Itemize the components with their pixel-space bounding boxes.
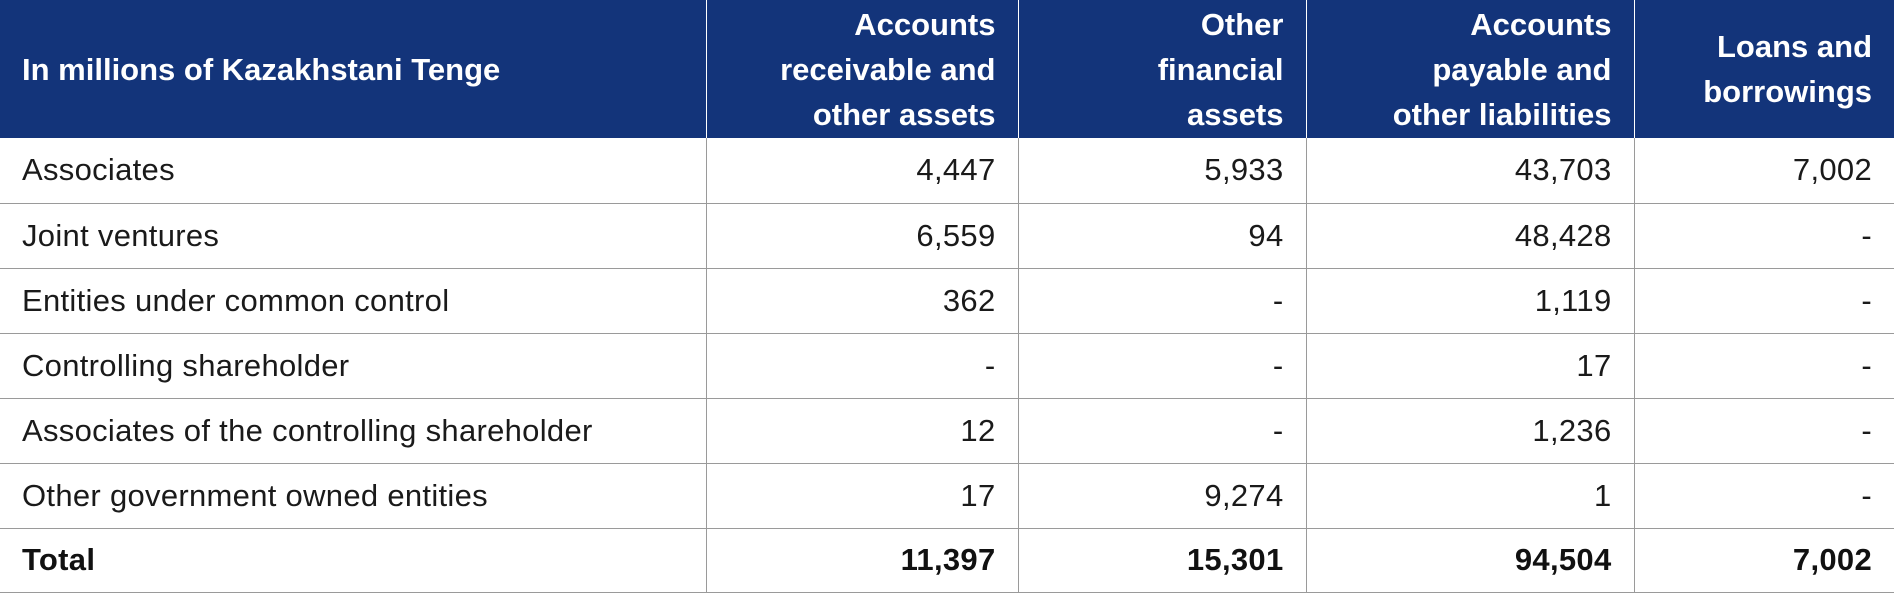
cell-value: - [1633, 333, 1894, 399]
header-line: assets [1186, 96, 1284, 132]
cell-value: - [1017, 268, 1306, 334]
header-label: In millions of Kazakhstani Tenge [0, 0, 706, 138]
cell-value: 17 [705, 463, 1018, 529]
cell-value: 7,002 [1633, 138, 1894, 204]
cell-value: 9,274 [1017, 463, 1306, 529]
table-header: In millions of Kazakhstani Tenge Account… [0, 0, 1894, 138]
cell-value: 6,559 [705, 203, 1018, 269]
row-label: Other government owned entities [0, 463, 706, 529]
cell-value: - [1633, 268, 1894, 334]
row-label: Joint ventures [0, 203, 706, 269]
header-line: payable and [1432, 51, 1612, 87]
table-row: Controlling shareholder - - 17 - [0, 333, 1894, 399]
header-line: borrowings [1703, 74, 1872, 109]
header-loans-and-borrowings: Loans and borrowings [1633, 0, 1894, 138]
row-label: Controlling shareholder [0, 333, 706, 399]
table-row: Entities under common control 362 - 1,11… [0, 268, 1894, 334]
cell-value: 1,236 [1305, 398, 1634, 464]
table-row: Associates 4,447 5,933 43,703 7,002 [0, 138, 1894, 204]
header-line: Other [1200, 6, 1284, 42]
cell-value: 5,933 [1017, 138, 1306, 204]
table-row: Associates of the controlling shareholde… [0, 398, 1894, 464]
cell-value: 12 [705, 398, 1018, 464]
row-label: Associates of the controlling shareholde… [0, 398, 706, 464]
header-line: other assets [812, 96, 996, 132]
total-label: Total [0, 528, 706, 593]
cell-value: 48,428 [1305, 203, 1634, 269]
row-label: Entities under common control [0, 268, 706, 334]
cell-value: 1,119 [1305, 268, 1634, 334]
header-line: financial [1157, 51, 1284, 87]
total-value: 7,002 [1633, 528, 1894, 593]
header-other-financial-assets: Other financial assets [1017, 0, 1306, 138]
total-value: 15,301 [1017, 528, 1306, 593]
cell-value: - [1017, 333, 1306, 399]
cell-value: - [1017, 398, 1306, 464]
total-value: 94,504 [1305, 528, 1634, 593]
header-line: Loans and [1716, 29, 1872, 64]
total-row: Total 11,397 15,301 94,504 7,002 [0, 528, 1894, 593]
cell-value: 362 [705, 268, 1018, 334]
cell-value: - [1633, 203, 1894, 269]
cell-value: 43,703 [1305, 138, 1634, 204]
cell-value: 1 [1305, 463, 1634, 529]
cell-value: - [1633, 463, 1894, 529]
cell-value: 4,447 [705, 138, 1018, 204]
table-body: Associates 4,447 5,933 43,703 7,002 Join… [0, 138, 1894, 593]
header-line: Accounts [854, 6, 996, 42]
header-row: In millions of Kazakhstani Tenge Account… [0, 0, 1894, 138]
header-line: Accounts [1470, 6, 1612, 42]
table-row: Other government owned entities 17 9,274… [0, 463, 1894, 529]
total-value: 11,397 [705, 528, 1018, 593]
header-accounts-receivable: Accounts receivable and other assets [705, 0, 1018, 138]
header-line: other liabilities [1392, 96, 1612, 132]
cell-value: - [705, 333, 1018, 399]
table-row: Joint ventures 6,559 94 48,428 - [0, 203, 1894, 269]
row-label: Associates [0, 138, 706, 204]
cell-value: 94 [1017, 203, 1306, 269]
cell-value: 17 [1305, 333, 1634, 399]
header-line: receivable and [780, 51, 996, 87]
header-accounts-payable: Accounts payable and other liabilities [1305, 0, 1634, 138]
cell-value: - [1633, 398, 1894, 464]
